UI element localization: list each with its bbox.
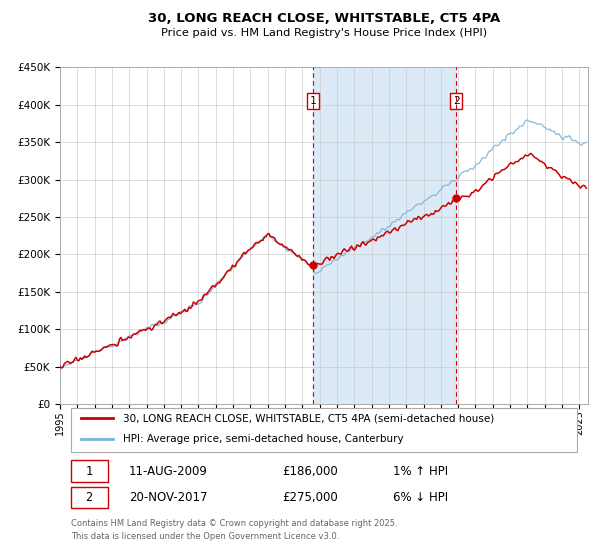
Text: 1% ↑ HPI: 1% ↑ HPI: [392, 465, 448, 478]
Text: Contains HM Land Registry data © Crown copyright and database right 2025.
This d: Contains HM Land Registry data © Crown c…: [71, 519, 397, 541]
Text: 30, LONG REACH CLOSE, WHITSTABLE, CT5 4PA: 30, LONG REACH CLOSE, WHITSTABLE, CT5 4P…: [148, 12, 500, 25]
FancyBboxPatch shape: [71, 487, 107, 508]
Text: 2: 2: [453, 96, 460, 106]
Text: 30, LONG REACH CLOSE, WHITSTABLE, CT5 4PA (semi-detached house): 30, LONG REACH CLOSE, WHITSTABLE, CT5 4P…: [124, 413, 494, 423]
FancyBboxPatch shape: [71, 408, 577, 452]
Text: 20-NOV-2017: 20-NOV-2017: [128, 491, 207, 504]
Text: £275,000: £275,000: [282, 491, 338, 504]
Text: 1: 1: [310, 96, 316, 106]
Bar: [313, 67, 457, 404]
Text: 2: 2: [85, 491, 92, 504]
FancyBboxPatch shape: [71, 460, 107, 482]
Text: HPI: Average price, semi-detached house, Canterbury: HPI: Average price, semi-detached house,…: [124, 435, 404, 445]
Text: 6% ↓ HPI: 6% ↓ HPI: [392, 491, 448, 504]
Text: 1: 1: [85, 465, 92, 478]
Text: 11-AUG-2009: 11-AUG-2009: [128, 465, 208, 478]
Text: £186,000: £186,000: [282, 465, 338, 478]
Text: Price paid vs. HM Land Registry's House Price Index (HPI): Price paid vs. HM Land Registry's House …: [161, 27, 487, 38]
